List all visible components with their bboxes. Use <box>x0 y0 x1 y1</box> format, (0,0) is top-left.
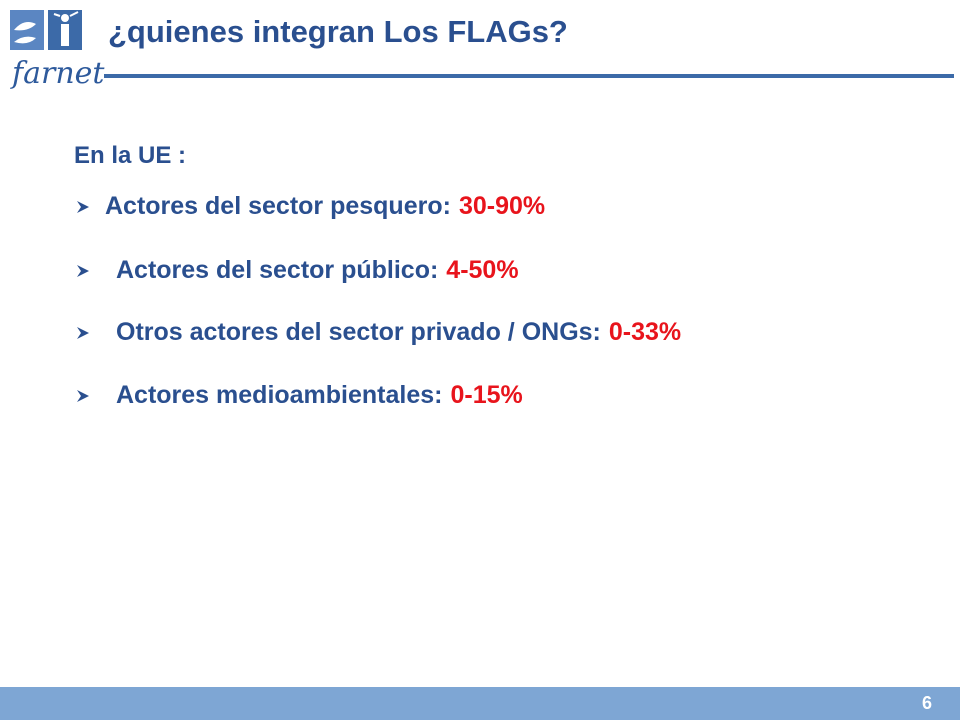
arrowhead-bullet-icon <box>77 264 89 277</box>
bullet-item: Actores del sector público: 4-50% <box>74 256 519 285</box>
intro-heading: En la UE : <box>74 142 187 169</box>
bullet-label: Actores del sector pesquero: <box>105 192 451 220</box>
farnet-logo: farnet <box>6 6 106 92</box>
bullet-value: 4-50% <box>446 256 519 284</box>
bullet-value: 30-90% <box>458 192 546 220</box>
page-title: ¿quienes integran Los FLAGs? <box>108 14 568 49</box>
arrowhead-bullet-icon <box>77 200 89 213</box>
bullet-item: Actores del sector pesquero: 30-90% <box>74 192 545 221</box>
bullet-label: Actores medioambientales: <box>116 381 443 409</box>
bullet-item: Otros actores del sector privado / ONGs:… <box>74 318 681 347</box>
arrowhead-bullet-icon <box>77 389 89 402</box>
title-divider <box>104 74 954 78</box>
bullet-label: Actores del sector público: <box>116 256 439 284</box>
footer-bar: 6 <box>0 687 960 720</box>
bullet-label: Otros actores del sector privado / ONGs: <box>116 318 601 346</box>
bullet-value: 0-15% <box>450 381 523 409</box>
bullet-value: 0-33% <box>608 318 682 346</box>
logo-text: farnet <box>12 56 105 91</box>
page-number: 6 <box>921 693 932 713</box>
farnet-logo-graphic <box>10 10 82 50</box>
bullet-item: Actores medioambientales: 0-15% <box>74 381 523 410</box>
arrowhead-bullet-icon <box>77 326 89 339</box>
